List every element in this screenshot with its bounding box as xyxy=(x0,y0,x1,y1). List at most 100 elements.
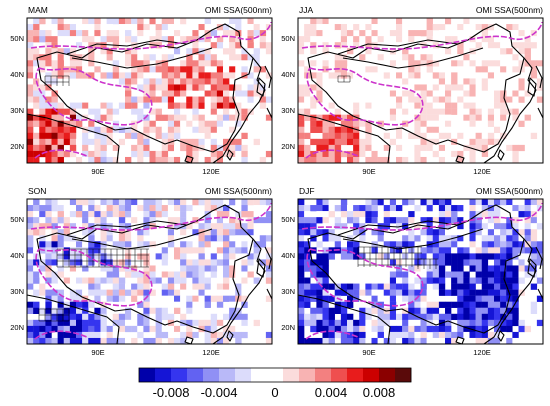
map-cell xyxy=(27,30,34,37)
map-cell xyxy=(259,223,267,230)
map-cell xyxy=(487,72,495,79)
map-cell xyxy=(359,24,366,31)
map-cell xyxy=(353,144,360,152)
map-cell xyxy=(377,217,384,224)
map-cell xyxy=(155,156,162,164)
map-cell xyxy=(27,114,34,121)
map-cell xyxy=(500,307,507,314)
map-cell xyxy=(481,60,489,67)
map-cell xyxy=(131,78,138,85)
map-cell xyxy=(481,319,489,327)
map-cell xyxy=(137,150,144,158)
map-cell xyxy=(389,138,397,146)
map-cell xyxy=(118,295,126,302)
map-cell xyxy=(174,289,181,296)
map-cell xyxy=(426,120,433,127)
map-cell xyxy=(210,54,218,61)
map-cell xyxy=(161,72,169,79)
map-cell xyxy=(216,96,224,103)
map-cell xyxy=(298,337,305,345)
map-cell xyxy=(39,211,46,218)
map-cell xyxy=(125,337,132,345)
map-cell xyxy=(76,223,83,230)
map-cell xyxy=(494,24,501,31)
map-cell xyxy=(143,247,150,254)
map-cell xyxy=(420,144,427,152)
map-cell xyxy=(298,313,305,321)
map-cell xyxy=(57,289,64,296)
map-cell xyxy=(265,42,273,49)
map-cell xyxy=(45,156,52,164)
map-cell xyxy=(445,156,452,164)
map-cell xyxy=(137,331,144,339)
map-cell xyxy=(106,235,113,242)
map-cell xyxy=(265,259,273,266)
map-cell xyxy=(253,18,260,25)
map-cell xyxy=(536,259,544,266)
map-cell xyxy=(414,337,421,345)
map-cell xyxy=(63,126,71,133)
map-cell xyxy=(451,18,458,25)
map-cell xyxy=(204,60,211,67)
map-cell xyxy=(33,84,40,91)
map-cell xyxy=(475,259,482,266)
map-cell xyxy=(229,102,236,109)
map-cell xyxy=(57,108,64,115)
map-cell xyxy=(524,114,531,121)
map-cell xyxy=(155,229,162,236)
map-cell xyxy=(322,253,329,260)
map-cell xyxy=(204,90,211,97)
map-cell xyxy=(45,307,52,314)
map-cell xyxy=(180,72,187,79)
map-cell xyxy=(186,132,193,140)
map-cell xyxy=(118,277,126,284)
map-cell xyxy=(340,289,348,296)
map-cell xyxy=(161,156,169,164)
map-cell xyxy=(51,102,58,109)
map-cell xyxy=(347,42,354,49)
map-cell xyxy=(475,84,482,91)
map-cell xyxy=(438,144,446,152)
map-cell xyxy=(88,126,95,133)
map-cell xyxy=(359,331,366,339)
map-cell xyxy=(316,114,323,121)
map-cell xyxy=(143,72,150,79)
map-cell xyxy=(174,235,181,242)
map-cell xyxy=(512,114,519,121)
map-cell xyxy=(377,199,384,206)
map-cell xyxy=(469,90,476,97)
map-cell xyxy=(481,259,489,266)
panel-mam-variable: OMI SSA(500nm) xyxy=(205,5,272,15)
map-cell xyxy=(247,18,254,25)
map-cell xyxy=(155,90,162,97)
map-cell xyxy=(149,108,156,115)
map-cell xyxy=(414,253,421,260)
map-cell xyxy=(475,319,482,327)
map-cell xyxy=(414,24,421,31)
map-cell xyxy=(118,253,126,260)
map-cell xyxy=(322,301,329,308)
map-cell xyxy=(487,205,495,212)
map-cell xyxy=(198,199,205,206)
map-cell xyxy=(229,217,236,224)
map-cell xyxy=(198,319,205,327)
map-cell xyxy=(229,30,236,37)
map-cell xyxy=(131,271,138,278)
panel-mam-lat-20n: 20N xyxy=(10,142,24,151)
map-cell xyxy=(125,48,132,55)
map-cell xyxy=(180,60,187,67)
map-cell xyxy=(500,229,507,236)
map-cell xyxy=(371,36,378,43)
map-cell xyxy=(192,229,199,236)
map-cell xyxy=(57,295,64,302)
map-cell xyxy=(524,30,531,37)
map-cell xyxy=(186,144,193,152)
map-cell xyxy=(265,114,273,121)
map-cell xyxy=(33,277,40,284)
map-cell xyxy=(51,217,58,224)
taiwan-outline xyxy=(226,330,234,342)
map-cell xyxy=(328,156,335,164)
map-cell xyxy=(100,126,107,133)
map-cell xyxy=(340,241,348,248)
map-cell xyxy=(512,289,519,296)
